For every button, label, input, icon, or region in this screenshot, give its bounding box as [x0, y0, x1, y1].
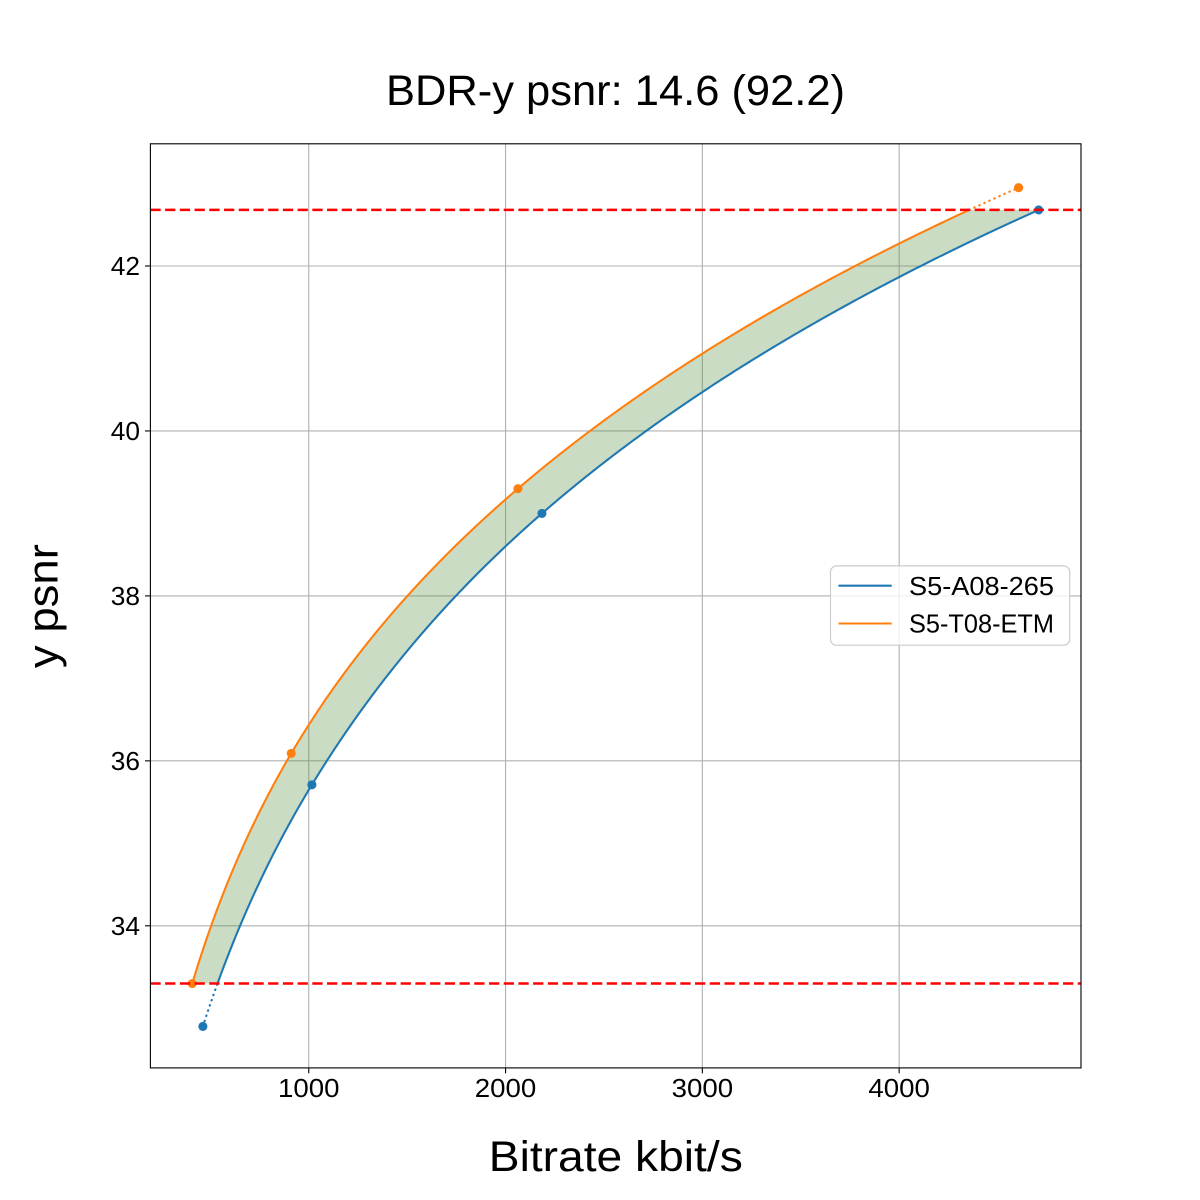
svg-text:S5-T08-ETM: S5-T08-ETM [909, 609, 1054, 639]
svg-text:y psnr: y psnr [19, 544, 67, 668]
svg-text:S5-A08-265: S5-A08-265 [909, 571, 1054, 601]
svg-text:2000: 2000 [475, 1073, 537, 1103]
svg-text:34: 34 [111, 911, 140, 941]
svg-text:3000: 3000 [672, 1073, 734, 1103]
svg-text:36: 36 [111, 746, 140, 776]
svg-text:4000: 4000 [868, 1073, 930, 1103]
svg-text:BDR-y psnr: 14.6 (92.2): BDR-y psnr: 14.6 (92.2) [386, 67, 845, 115]
svg-text:1000: 1000 [278, 1073, 340, 1103]
svg-text:38: 38 [111, 581, 140, 611]
svg-text:40: 40 [111, 416, 140, 446]
svg-text:Bitrate kbit/s: Bitrate kbit/s [489, 1133, 743, 1181]
svg-text:42: 42 [111, 251, 140, 281]
